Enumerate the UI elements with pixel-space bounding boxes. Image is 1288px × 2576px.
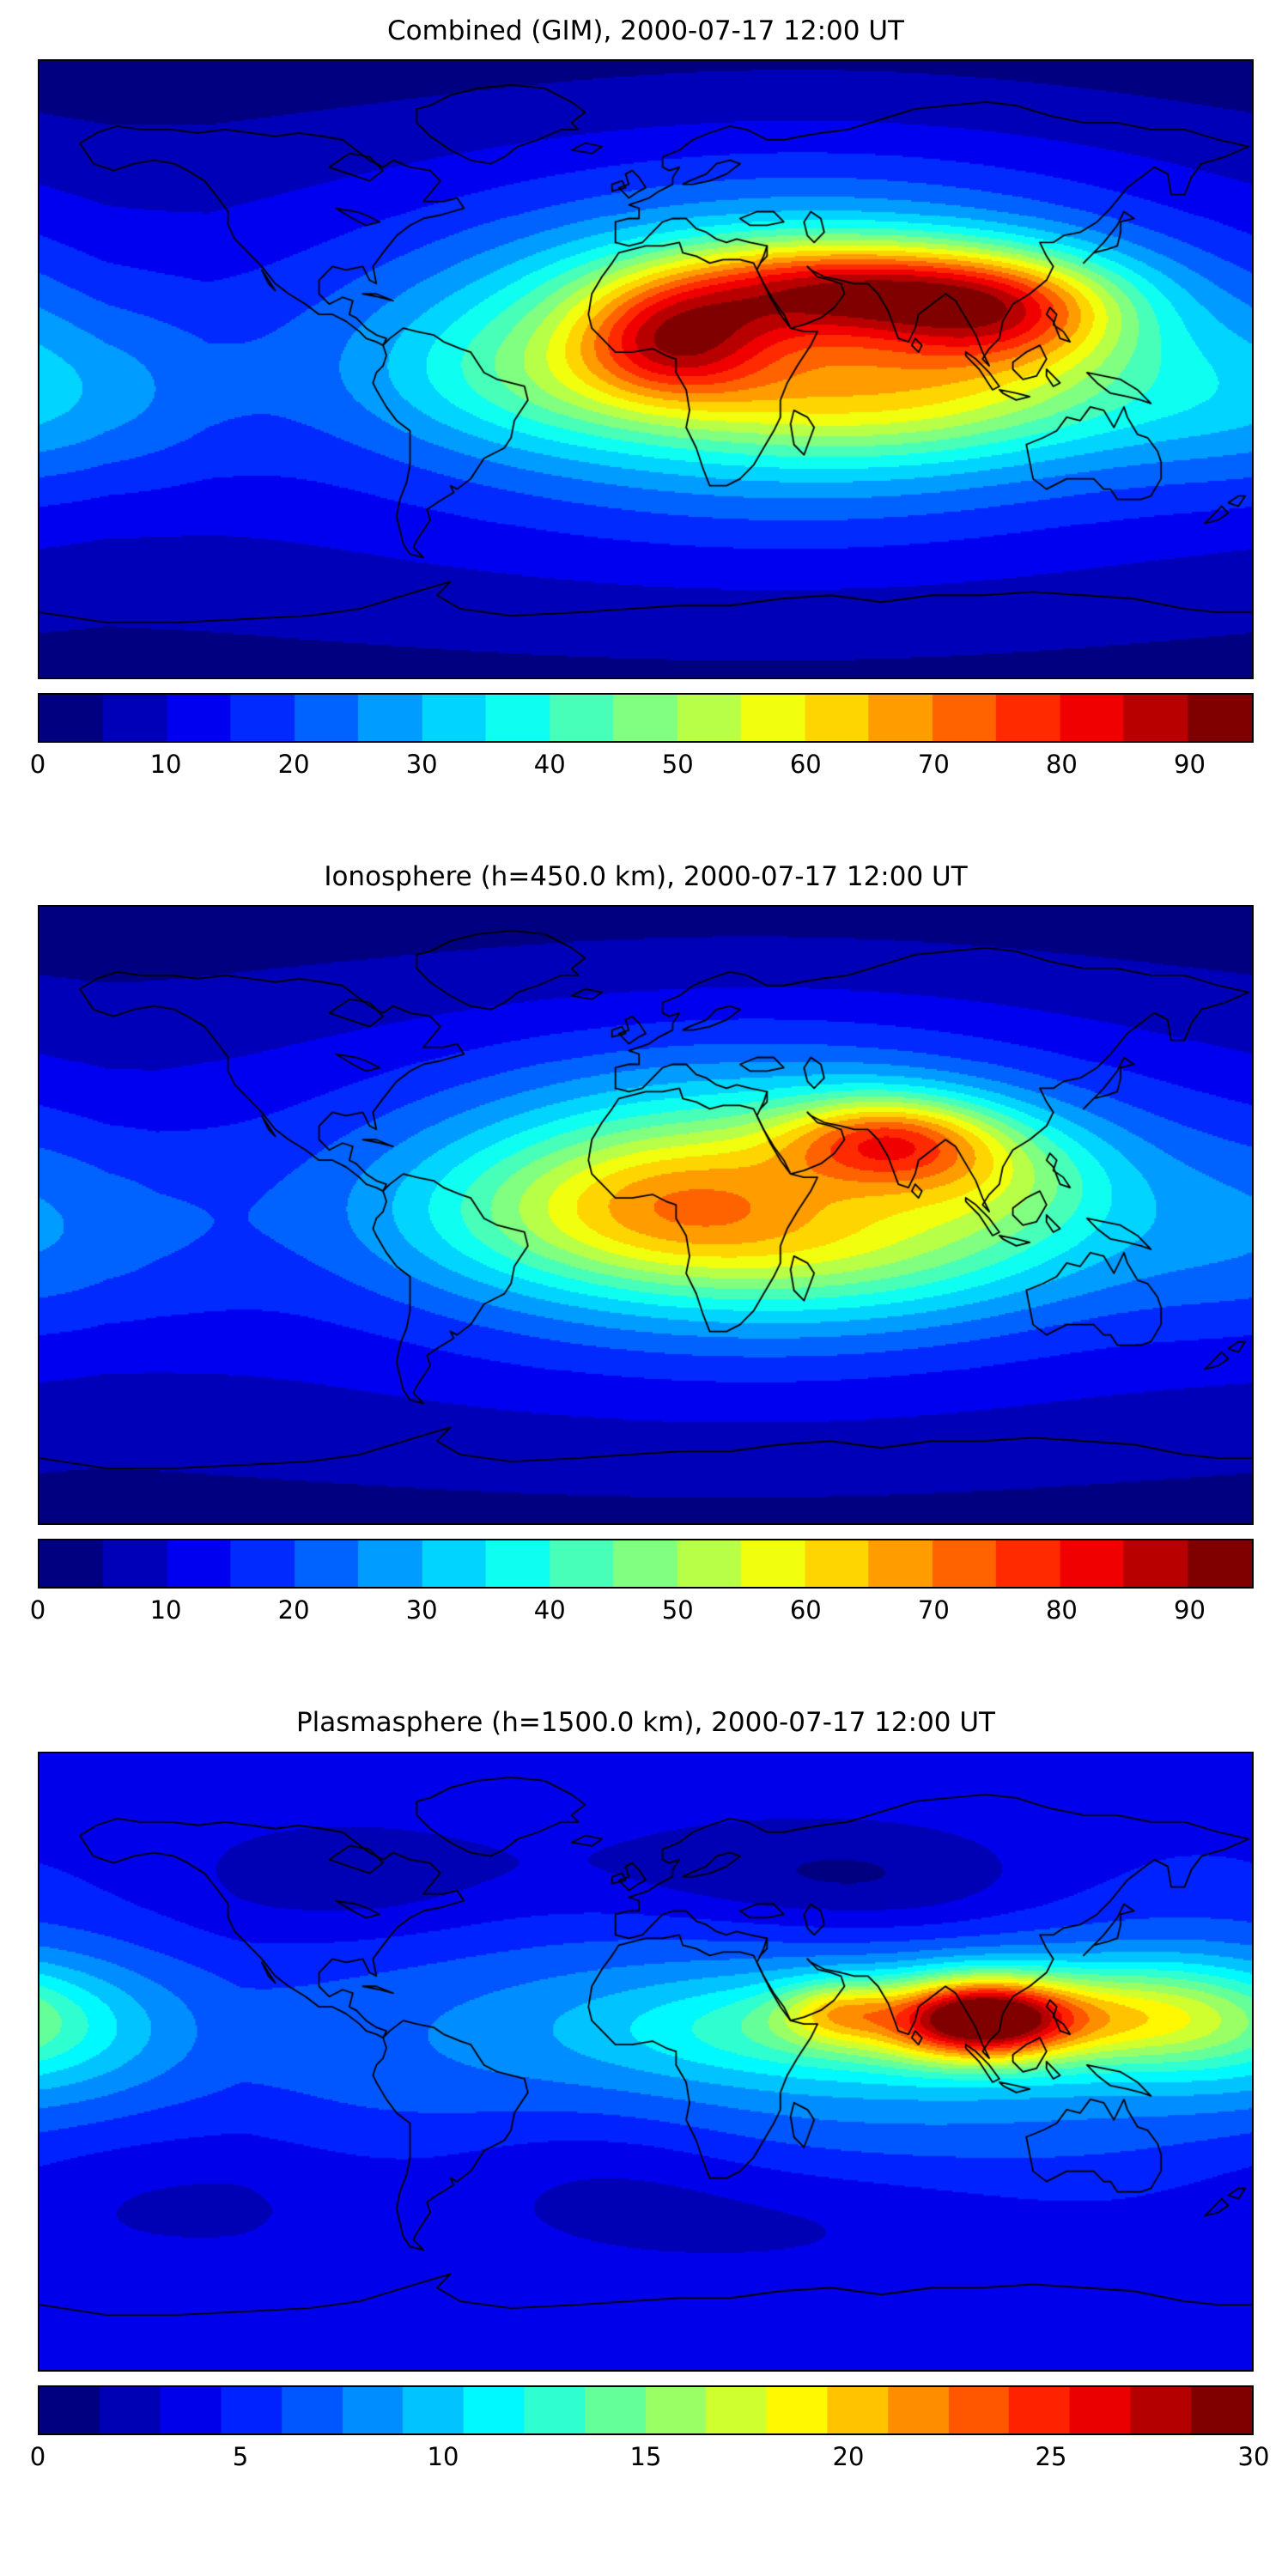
- panel-plasmasphere: Plasmasphere (h=1500.0 km), 2000-07-17 1…: [30, 1707, 1270, 2482]
- world-map-plasmasphere: [38, 1751, 1254, 2372]
- colorbar-canvas: [39, 2386, 1252, 2433]
- colorbar-tick-label: 40: [533, 750, 566, 780]
- colorbar-tick-label: 70: [917, 1595, 950, 1625]
- colorbar-tick-label: 30: [1237, 2441, 1270, 2471]
- colorbar-tick-label: 10: [149, 1595, 182, 1625]
- colorbar-tick-label: 80: [1045, 750, 1078, 780]
- colorbar-tick-labels: 0 5 10 15 20 25 30: [30, 2440, 1270, 2482]
- world-map-ionosphere: [38, 905, 1254, 1526]
- colorbar-canvas: [39, 695, 1252, 742]
- colorbar-tick-label: 20: [832, 2441, 865, 2471]
- colorbar-plasmasphere: [38, 2385, 1254, 2435]
- panel-title-plasmasphere: Plasmasphere (h=1500.0 km), 2000-07-17 1…: [295, 1707, 995, 1739]
- colorbar-tick-label: 60: [789, 750, 822, 780]
- colorbar-tick-label: 60: [789, 1595, 822, 1625]
- colorbar-tick-label: 10: [427, 2441, 459, 2471]
- colorbar-tick-label: 30: [405, 1595, 438, 1625]
- colorbar-tick-label: 40: [533, 1595, 566, 1625]
- colorbar-tick-label: 10: [149, 750, 182, 780]
- coastlines-canvas: [39, 1753, 1252, 2370]
- colorbar-tick-label: 20: [277, 750, 310, 780]
- colorbar-tick-label: 0: [29, 1595, 46, 1625]
- panel-title-combined: Combined (GIM), 2000-07-17 12:00 UT: [387, 15, 904, 46]
- panel-title-ionosphere: Ionosphere (h=450.0 km), 2000-07-17 12:0…: [324, 861, 968, 893]
- world-map-combined: [38, 59, 1254, 680]
- colorbar-canvas: [39, 1540, 1252, 1588]
- colorbar-tick-label: 15: [629, 2441, 662, 2471]
- coastlines-canvas: [39, 61, 1252, 678]
- colorbar-ionosphere: [38, 1539, 1254, 1589]
- colorbar-tick-labels: 0 10 20 30 40 50 60 70 80 90: [30, 748, 1254, 789]
- colorbar-tick-label: 90: [1174, 750, 1206, 780]
- colorbar-tick-label: 20: [277, 1595, 310, 1625]
- panel-ionosphere: Ionosphere (h=450.0 km), 2000-07-17 12:0…: [30, 861, 1254, 1635]
- colorbar-tick-label: 80: [1045, 1595, 1078, 1625]
- colorbar-tick-label: 30: [405, 750, 438, 780]
- colorbar-tick-label: 90: [1174, 1595, 1206, 1625]
- panel-combined-gim: Combined (GIM), 2000-07-17 12:00 UT 0 10 2…: [30, 15, 1254, 789]
- colorbar-tick-label: 50: [661, 750, 694, 780]
- colorbar-tick-label: 70: [917, 750, 950, 780]
- colorbar-combined: [38, 693, 1254, 744]
- colorbar-tick-label: 25: [1035, 2441, 1067, 2471]
- colorbar-tick-labels: 0 10 20 30 40 50 60 70 80 90: [30, 1594, 1254, 1635]
- colorbar-tick-label: 5: [232, 2441, 249, 2471]
- colorbar-tick-label: 0: [29, 2441, 46, 2471]
- coastlines-canvas: [39, 907, 1252, 1524]
- colorbar-tick-label: 0: [29, 750, 46, 780]
- colorbar-tick-label: 50: [661, 1595, 694, 1625]
